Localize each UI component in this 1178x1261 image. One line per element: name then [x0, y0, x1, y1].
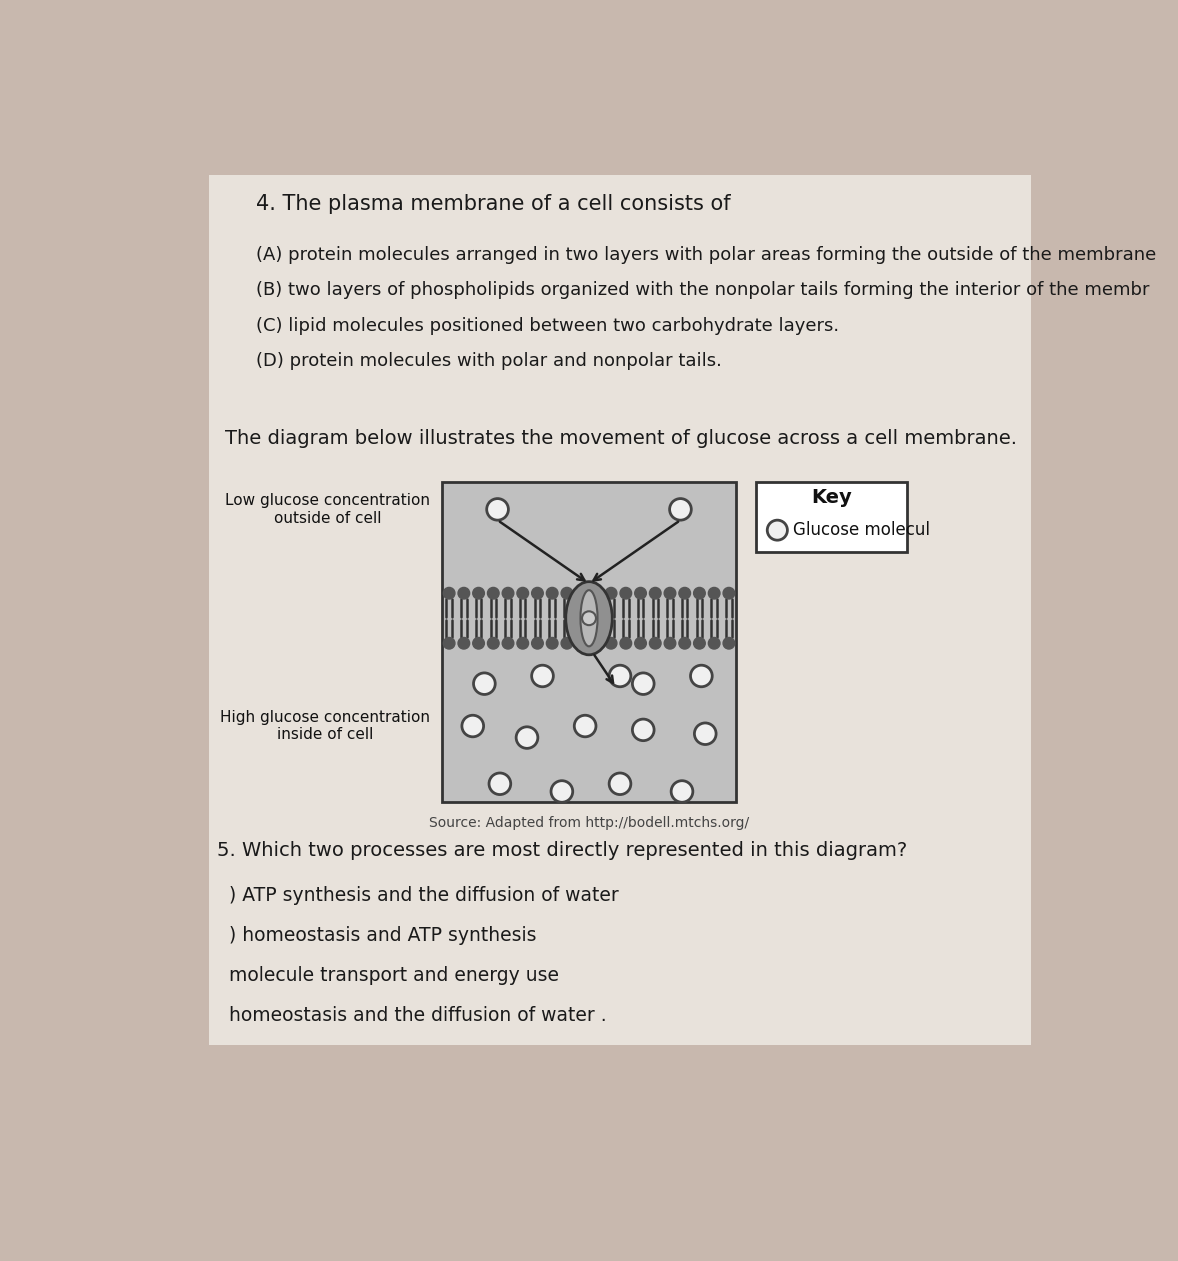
Ellipse shape	[581, 590, 597, 647]
Text: Low glucose concentration
outside of cell: Low glucose concentration outside of cel…	[225, 493, 430, 526]
Text: (D) protein molecules with polar and nonpolar tails.: (D) protein molecules with polar and non…	[256, 352, 722, 371]
Circle shape	[649, 588, 661, 599]
Circle shape	[472, 638, 484, 649]
Circle shape	[620, 588, 631, 599]
Circle shape	[664, 638, 676, 649]
Text: 4. The plasma membrane of a cell consists of: 4. The plasma membrane of a cell consist…	[256, 194, 730, 214]
Text: Key: Key	[810, 488, 852, 507]
Text: (C) lipid molecules positioned between two carbohydrate layers.: (C) lipid molecules positioned between t…	[256, 317, 839, 334]
Text: molecule transport and energy use: molecule transport and energy use	[229, 966, 558, 985]
Circle shape	[462, 715, 484, 736]
Circle shape	[489, 773, 511, 794]
Ellipse shape	[565, 581, 613, 654]
Circle shape	[635, 588, 647, 599]
Circle shape	[679, 588, 690, 599]
Text: ) homeostasis and ATP synthesis: ) homeostasis and ATP synthesis	[229, 926, 536, 944]
Circle shape	[649, 638, 661, 649]
Circle shape	[575, 715, 596, 736]
Circle shape	[458, 588, 470, 599]
Text: Source: Adapted from http://bodell.mtchs.org/: Source: Adapted from http://bodell.mtchs…	[429, 816, 749, 830]
Circle shape	[609, 773, 631, 794]
Circle shape	[582, 612, 596, 625]
Circle shape	[531, 588, 543, 599]
Circle shape	[605, 638, 617, 649]
Text: (B) two layers of phospholipids organized with the nonpolar tails forming the in: (B) two layers of phospholipids organize…	[256, 281, 1150, 299]
Bar	[442, 483, 736, 802]
Text: Glucose molecul: Glucose molecul	[793, 521, 929, 540]
Circle shape	[547, 588, 558, 599]
Circle shape	[679, 638, 690, 649]
Circle shape	[472, 588, 484, 599]
Bar	[210, 175, 1031, 1045]
Circle shape	[487, 498, 509, 520]
Circle shape	[443, 588, 455, 599]
Circle shape	[547, 638, 558, 649]
Circle shape	[517, 588, 529, 599]
Circle shape	[502, 638, 514, 649]
Bar	[755, 483, 907, 552]
Circle shape	[531, 666, 554, 687]
Circle shape	[551, 781, 573, 802]
Circle shape	[620, 638, 631, 649]
Circle shape	[443, 638, 455, 649]
Text: 5. Which two processes are most directly represented in this diagram?: 5. Which two processes are most directly…	[217, 841, 907, 860]
Circle shape	[488, 588, 499, 599]
Circle shape	[474, 673, 495, 695]
Circle shape	[635, 638, 647, 649]
Circle shape	[723, 588, 735, 599]
Circle shape	[516, 726, 538, 748]
Circle shape	[708, 588, 720, 599]
Circle shape	[723, 638, 735, 649]
Circle shape	[671, 781, 693, 802]
Circle shape	[488, 638, 499, 649]
Circle shape	[605, 588, 617, 599]
Circle shape	[669, 498, 691, 520]
Text: High glucose concentration
inside of cell: High glucose concentration inside of cel…	[220, 710, 430, 743]
Circle shape	[694, 723, 716, 744]
Circle shape	[561, 638, 573, 649]
Circle shape	[690, 666, 713, 687]
Circle shape	[633, 719, 654, 740]
Circle shape	[561, 588, 573, 599]
Text: ) ATP synthesis and the diffusion of water: ) ATP synthesis and the diffusion of wat…	[229, 885, 618, 904]
Circle shape	[517, 638, 529, 649]
Circle shape	[664, 588, 676, 599]
Circle shape	[633, 673, 654, 695]
Text: homeostasis and the diffusion of water .: homeostasis and the diffusion of water .	[229, 1006, 607, 1025]
Circle shape	[609, 666, 631, 687]
Circle shape	[458, 638, 470, 649]
Text: The diagram below illustrates the movement of glucose across a cell membrane.: The diagram below illustrates the moveme…	[225, 429, 1017, 448]
Circle shape	[502, 588, 514, 599]
Circle shape	[531, 638, 543, 649]
Circle shape	[767, 520, 787, 540]
Text: (A) protein molecules arranged in two layers with polar areas forming the outsid: (A) protein molecules arranged in two la…	[256, 246, 1156, 264]
Circle shape	[708, 638, 720, 649]
Circle shape	[694, 638, 706, 649]
Circle shape	[694, 588, 706, 599]
